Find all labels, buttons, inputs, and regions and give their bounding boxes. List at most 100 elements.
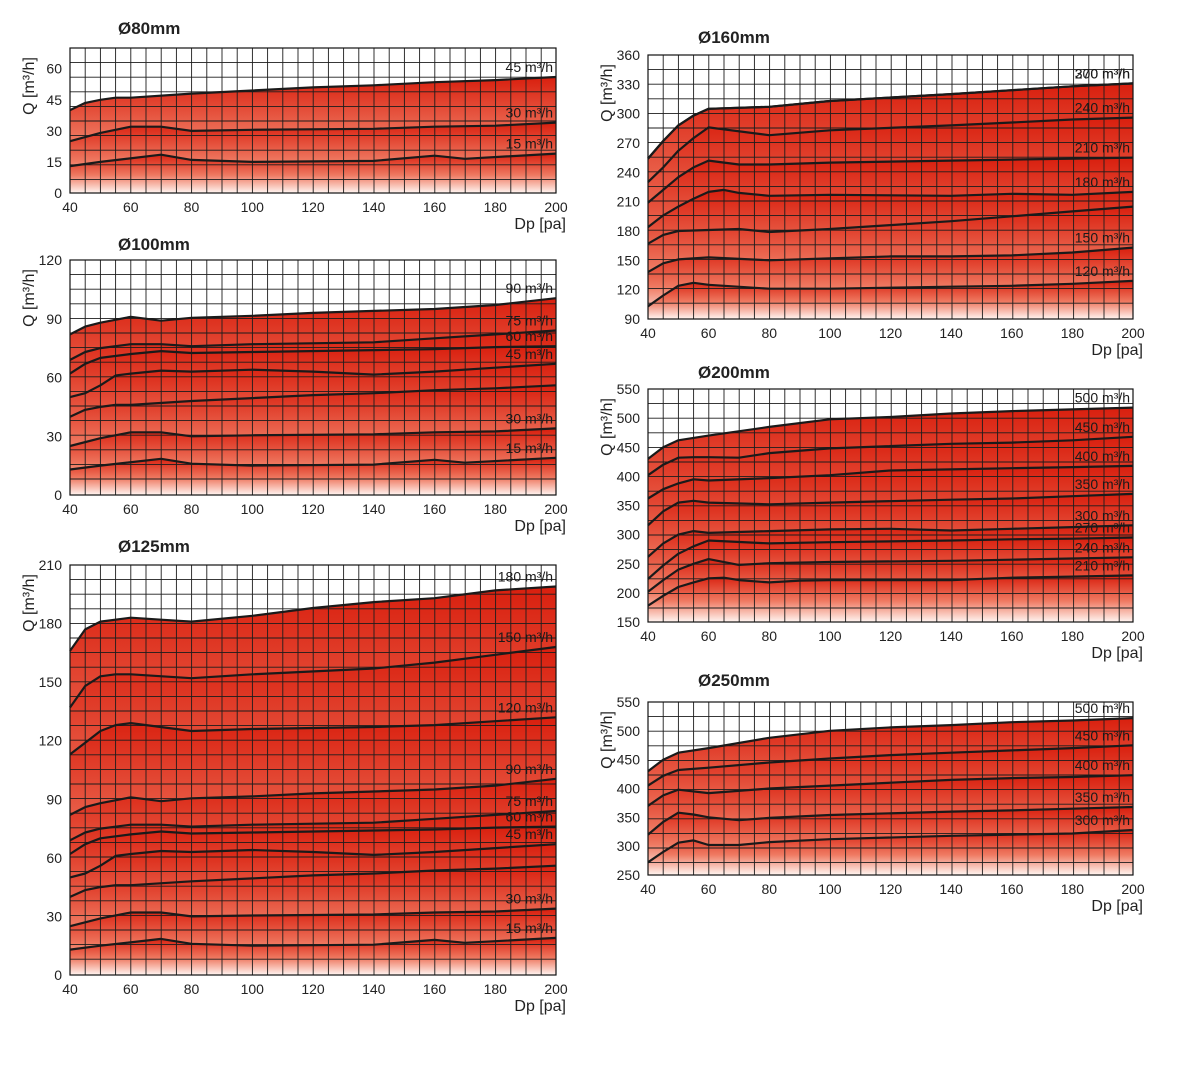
x-tick-label: 140 [939,628,963,644]
y-tick-label: 120 [39,733,63,749]
series-line-1 [69,121,557,143]
series-line-1 [69,907,557,928]
y-tick-label: 250 [617,556,641,572]
series-line-2 [69,384,557,418]
series-label: 500 m³/h [1075,390,1130,406]
series-label: 400 m³/h [1075,757,1130,773]
x-axis-title: Dp [pa] [1091,898,1143,915]
y-tick-label: 90 [46,311,62,327]
x-axis-title: Dp [pa] [514,216,566,233]
series-label: 15 m³/h [506,440,553,456]
series-line-5 [69,809,557,842]
y-tick-label: 500 [617,410,641,426]
y-tick-label: 150 [617,252,641,268]
grid [648,389,1133,622]
y-tick-label: 150 [39,674,63,690]
y-tick-label: 550 [617,694,641,710]
y-tick-label: 360 [617,47,641,63]
x-tick-label: 120 [879,881,903,897]
series-line-2 [647,205,1134,245]
series-line-1 [647,556,1134,593]
y-tick-label: 550 [617,381,641,397]
x-axis-title: Dp [pa] [514,998,566,1015]
series-line-2 [69,75,557,112]
series-label: 45 m³/h [506,59,553,75]
series-line-3 [647,524,1134,558]
y-tick-label: 350 [617,809,641,825]
series-line-4 [69,825,557,855]
y-tick-label: 0 [54,967,62,983]
plot-frame [647,388,1134,623]
x-tick-label: 140 [362,981,386,997]
chart-3: 120 m³/h 150 m³/h 180 m³/h 210 m³/h 240 m³/h… [599,28,1145,359]
x-tick-label: 40 [640,881,656,897]
x-tick-label: 200 [1121,325,1145,341]
x-tick-label: 180 [1061,881,1085,897]
plot-frame [647,54,1134,320]
series-label: 45 m³/h [506,826,553,842]
x-tick-label: 80 [762,325,778,341]
series-label: 270 m³/h [1075,520,1130,536]
y-tick-label: 60 [46,850,62,866]
x-tick-label: 40 [640,325,656,341]
series-label: 120 m³/h [1075,263,1130,279]
series-line-3 [69,843,557,879]
series-line-0 [647,279,1134,308]
series-label: 90 m³/h [506,280,553,296]
x-tick-label: 100 [818,881,842,897]
x-tick-label: 80 [762,628,778,644]
series-label: 300 m³/h [1075,812,1130,828]
series-label: 350 m³/h [1075,789,1130,805]
x-tick-label: 140 [362,199,386,215]
series-line-4 [647,492,1134,527]
x-axis-title: Dp [pa] [1091,342,1143,359]
y-tick-label: 330 [617,76,641,92]
x-tick-label: 200 [1121,881,1145,897]
grid [70,260,556,495]
chart-1: 15 m³/h30 m³/h45 m³/h60 m³/h75 m³/h90 m³… [21,235,568,535]
x-tick-label: 160 [423,501,447,517]
y-axis-title: Q [m³/h] [21,574,38,632]
y-axis-title: Q [m³/h] [599,398,616,456]
y-tick-label: 120 [617,282,641,298]
y-axis-title: Q [m³/h] [21,57,38,115]
plot-frame [69,259,557,496]
y-tick-label: 270 [617,135,641,151]
series-label: 75 m³/h [506,313,553,329]
series-label: 120 m³/h [498,699,553,715]
plot-frame [647,701,1134,876]
y-tick-label: 15 [46,154,62,170]
series-label: 15 m³/h [506,136,553,152]
series-label: 45 m³/h [506,346,553,362]
series-label: 75 m³/h [506,793,553,809]
x-tick-label: 100 [818,628,842,644]
x-tick-label: 40 [640,628,656,644]
series-line-3 [647,188,1134,228]
y-tick-label: 500 [617,723,641,739]
series-line-3 [647,744,1134,787]
grid [70,48,556,193]
x-axis-title: Dp [pa] [514,518,566,535]
x-tick-label: 160 [1000,881,1024,897]
x-tick-label: 120 [879,325,903,341]
x-tick-label: 200 [1121,628,1145,644]
series-label: 450 m³/h [1075,419,1130,435]
series-line-1 [647,246,1134,274]
x-tick-label: 40 [62,199,78,215]
x-tick-label: 180 [484,501,508,517]
x-tick-label: 100 [241,199,265,215]
series-line-4 [647,156,1134,204]
chart-title: Ø80mm [118,19,180,38]
chart-title: Ø160mm [698,28,770,47]
x-tick-label: 140 [362,501,386,517]
y-tick-label: 0 [54,185,62,201]
y-tick-label: 180 [39,616,63,632]
series-line-9 [69,585,557,652]
plot-frame [69,47,557,194]
series-line-6 [69,777,557,816]
series-line-4 [69,345,557,375]
series-label: 450 m³/h [1075,727,1130,743]
x-tick-label: 60 [701,881,717,897]
y-tick-label: 90 [46,791,62,807]
